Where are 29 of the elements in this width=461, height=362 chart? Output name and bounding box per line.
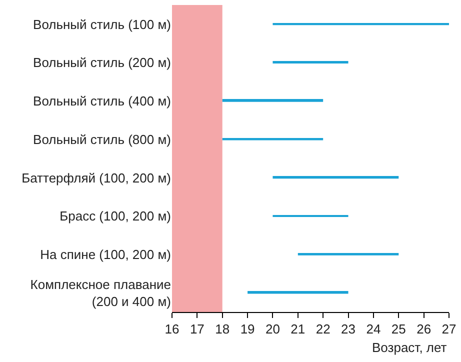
- y-tick-label: Комплексное плавание (200 и 400 м): [30, 276, 171, 309]
- x-tick-label: 24: [366, 322, 381, 337]
- x-tick-label: 27: [442, 322, 456, 337]
- x-tick-label: 16: [164, 322, 180, 337]
- bar: [222, 99, 324, 102]
- bar: [248, 291, 348, 294]
- y-tick-label: Баттерфляй (100, 200 м): [22, 170, 171, 186]
- y-tick-label: Вольный стиль (400 м): [33, 93, 171, 108]
- x-tick-label: 21: [290, 322, 306, 337]
- x-tick-label: 23: [341, 322, 356, 337]
- bar: [298, 253, 399, 256]
- y-tick-label: Брасс (100, 200 м): [60, 208, 171, 224]
- bar: [272, 61, 348, 64]
- y-tick-label: На спине (100, 200 м): [40, 246, 171, 262]
- bar: [272, 176, 399, 179]
- x-tick-label: 25: [391, 322, 406, 337]
- bar: [272, 23, 449, 26]
- y-tick-label: Вольный стиль (100 м): [33, 16, 171, 32]
- x-tick-label: 20: [265, 322, 280, 337]
- x-tick-label: 22: [316, 322, 330, 337]
- x-tick-label: 26: [416, 322, 432, 337]
- x-tick-label: 19: [240, 322, 255, 337]
- x-tick-label: 17: [190, 322, 204, 337]
- x-tick-label: 18: [215, 322, 230, 337]
- bar: [272, 215, 348, 218]
- y-tick-label: Вольный стиль (200 м): [33, 55, 171, 70]
- x-axis-title: Возраст, лет: [372, 340, 447, 355]
- bar: [222, 138, 324, 140]
- y-tick-label: Вольный стиль (800 м): [33, 132, 171, 147]
